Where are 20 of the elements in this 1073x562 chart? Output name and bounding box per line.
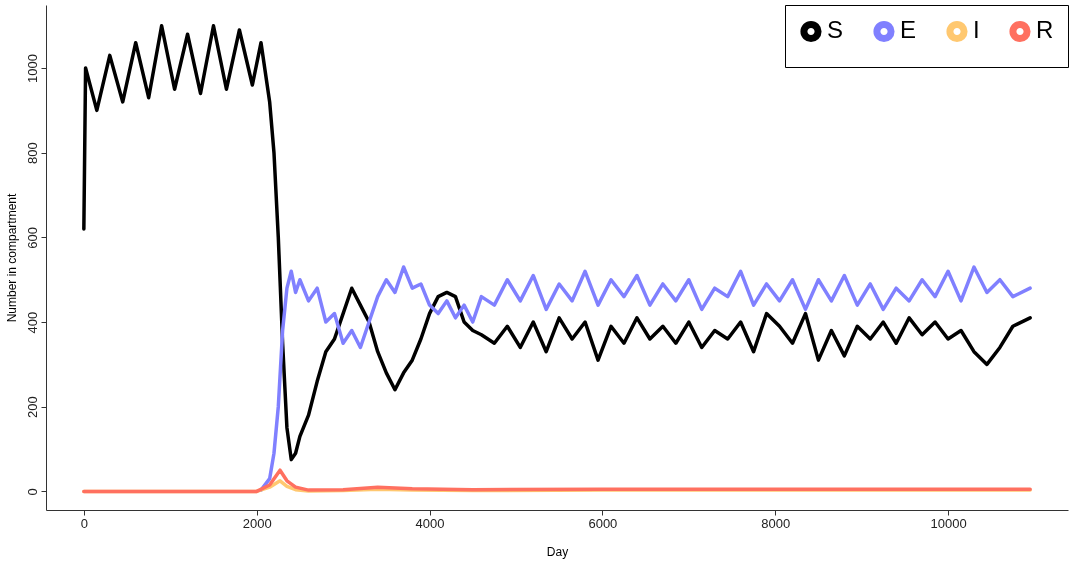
legend-label: R [1036, 16, 1054, 44]
y-tick-label: 400 [24, 311, 40, 334]
x-tick-label: 10000 [930, 515, 967, 531]
legend-label: S [827, 16, 844, 44]
x-tick-label: 6000 [588, 515, 618, 531]
y-tick-label: 200 [24, 396, 40, 419]
x-tick-label: 0 [80, 515, 88, 531]
y-tick-label: 800 [24, 142, 40, 165]
y-axis-title: Number in compartment [4, 192, 19, 323]
line-series [82, 23, 1032, 462]
y-tick-label: 600 [24, 227, 40, 249]
legend-label: E [900, 16, 917, 44]
x-tick-label: 2000 [242, 515, 272, 531]
legend-label: I [973, 16, 980, 44]
y-tick-label: 0 [24, 488, 40, 496]
x-tick-label: 4000 [415, 515, 445, 531]
x-axis-title: Day [546, 544, 569, 559]
line-series [82, 468, 1032, 494]
y-tick-label: 1000 [24, 54, 40, 84]
x-tick-label: 8000 [761, 515, 791, 531]
